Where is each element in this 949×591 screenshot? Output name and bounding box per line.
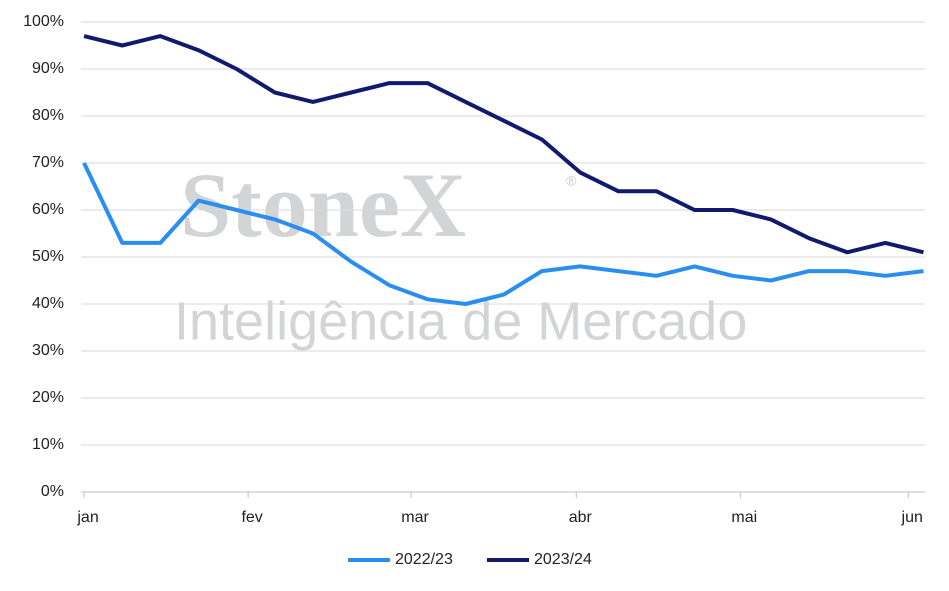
- legend-label: 2022/23: [395, 551, 453, 568]
- y-tick-label: 60%: [32, 201, 64, 218]
- series-line: [83, 34, 924, 255]
- x-tick-label: abr: [569, 509, 593, 526]
- watermark-subtitle: Inteligência de Mercado: [174, 291, 747, 351]
- y-tick-label: 20%: [32, 389, 64, 406]
- y-tick-label: 40%: [32, 295, 64, 312]
- y-tick-label: 100%: [23, 13, 64, 30]
- x-tick-label: fev: [241, 509, 262, 526]
- y-tick-label: 10%: [32, 436, 64, 453]
- y-tick-label: 90%: [32, 60, 64, 77]
- y-tick-label: 50%: [32, 248, 64, 265]
- legend-label: 2023/24: [534, 551, 592, 568]
- y-tick-label: 70%: [32, 154, 64, 171]
- x-tick-label: jan: [76, 509, 98, 526]
- x-tick-label: mar: [401, 509, 429, 526]
- watermark-mark: ®: [566, 173, 577, 189]
- x-tick-label: jun: [901, 509, 923, 526]
- series-line: [82, 162, 924, 306]
- y-tick-label: 0%: [41, 483, 64, 500]
- y-tick-label: 30%: [32, 342, 64, 359]
- x-tick-label: mai: [731, 509, 757, 526]
- y-tick-label: 80%: [32, 107, 64, 124]
